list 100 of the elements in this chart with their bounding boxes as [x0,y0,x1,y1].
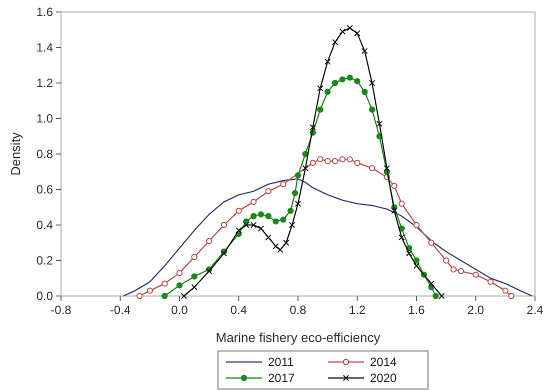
legend-label: 2011 [268,355,294,369]
point [288,222,296,228]
y-tick-label: 0.8 [36,147,54,161]
point [354,160,360,166]
x-tick-label: 0.0 [171,303,188,317]
point [220,222,228,228]
point [176,282,183,288]
point [280,216,286,223]
point [384,165,390,172]
point [265,234,272,241]
point [162,292,168,300]
point [391,208,398,214]
point [258,211,264,218]
point [428,240,434,246]
y-tick-label: 0.2 [36,254,54,268]
point [428,280,434,287]
point [376,120,383,127]
point [136,292,143,300]
point [317,106,324,113]
point [487,278,494,285]
point [339,156,346,162]
point [317,156,324,162]
point [292,190,298,196]
y-axis-title: Density [8,132,23,176]
point [310,124,316,130]
point [508,292,514,300]
x-tick-label: 0.4 [230,303,248,317]
point [398,200,405,207]
point [272,218,279,225]
point [458,268,464,274]
point [191,254,198,260]
point [280,181,286,188]
point [258,225,264,232]
point [472,272,479,278]
point [332,80,338,86]
x-tick-label: 1.2 [348,303,366,317]
point [324,158,331,164]
point [191,284,198,290]
point [272,243,279,250]
x-tick-label: -0.4 [110,303,131,317]
legend-label: 2017 [268,371,296,385]
point [250,213,257,220]
point [354,30,360,36]
legend-label: 2020 [370,371,398,385]
y-tick-label: 1.4 [36,40,54,54]
point [438,292,445,300]
y-tick-label: 1.2 [36,76,54,90]
point [206,238,212,244]
y-tick-label: 0.6 [36,182,54,196]
point [294,200,302,207]
point [450,266,457,272]
point [146,288,153,294]
point [324,88,331,95]
point [310,160,316,166]
point [346,74,353,81]
point [283,240,290,246]
x-tick-label: 2.4 [526,303,544,317]
point [277,246,284,253]
point [368,165,376,172]
point [432,292,439,300]
point [265,188,272,194]
point [265,213,272,220]
point [354,78,360,84]
point [236,208,242,214]
point [413,262,420,269]
x-axis-title: Marine fishery eco-efficiency [216,330,381,345]
point [362,48,368,54]
point [324,58,331,65]
point [332,158,338,164]
point [368,80,376,86]
point [287,208,294,214]
point [332,39,338,46]
point [302,165,309,172]
point [502,288,508,294]
point [191,273,198,280]
point [346,156,353,162]
x-tick-label: 1.6 [408,303,426,317]
point [339,76,346,83]
point [236,227,242,234]
point [339,28,346,35]
point [391,182,398,190]
point [294,172,302,178]
x-tick-label: 2.0 [467,303,484,317]
y-tick-label: 1.0 [36,112,54,126]
y-tick-label: 0.0 [36,289,54,303]
point [443,257,450,264]
point [317,85,324,92]
point [406,250,412,256]
point [176,270,183,276]
point [398,234,405,241]
point [180,292,188,300]
point [413,257,420,264]
legend-label: 2014 [370,355,398,369]
point [346,24,353,32]
point [162,280,168,287]
point [368,106,376,113]
y-tick-label: 0.4 [36,218,54,232]
point [413,222,420,228]
y-tick-label: 1.6 [36,5,54,19]
x-tick-label: -0.8 [50,303,72,317]
